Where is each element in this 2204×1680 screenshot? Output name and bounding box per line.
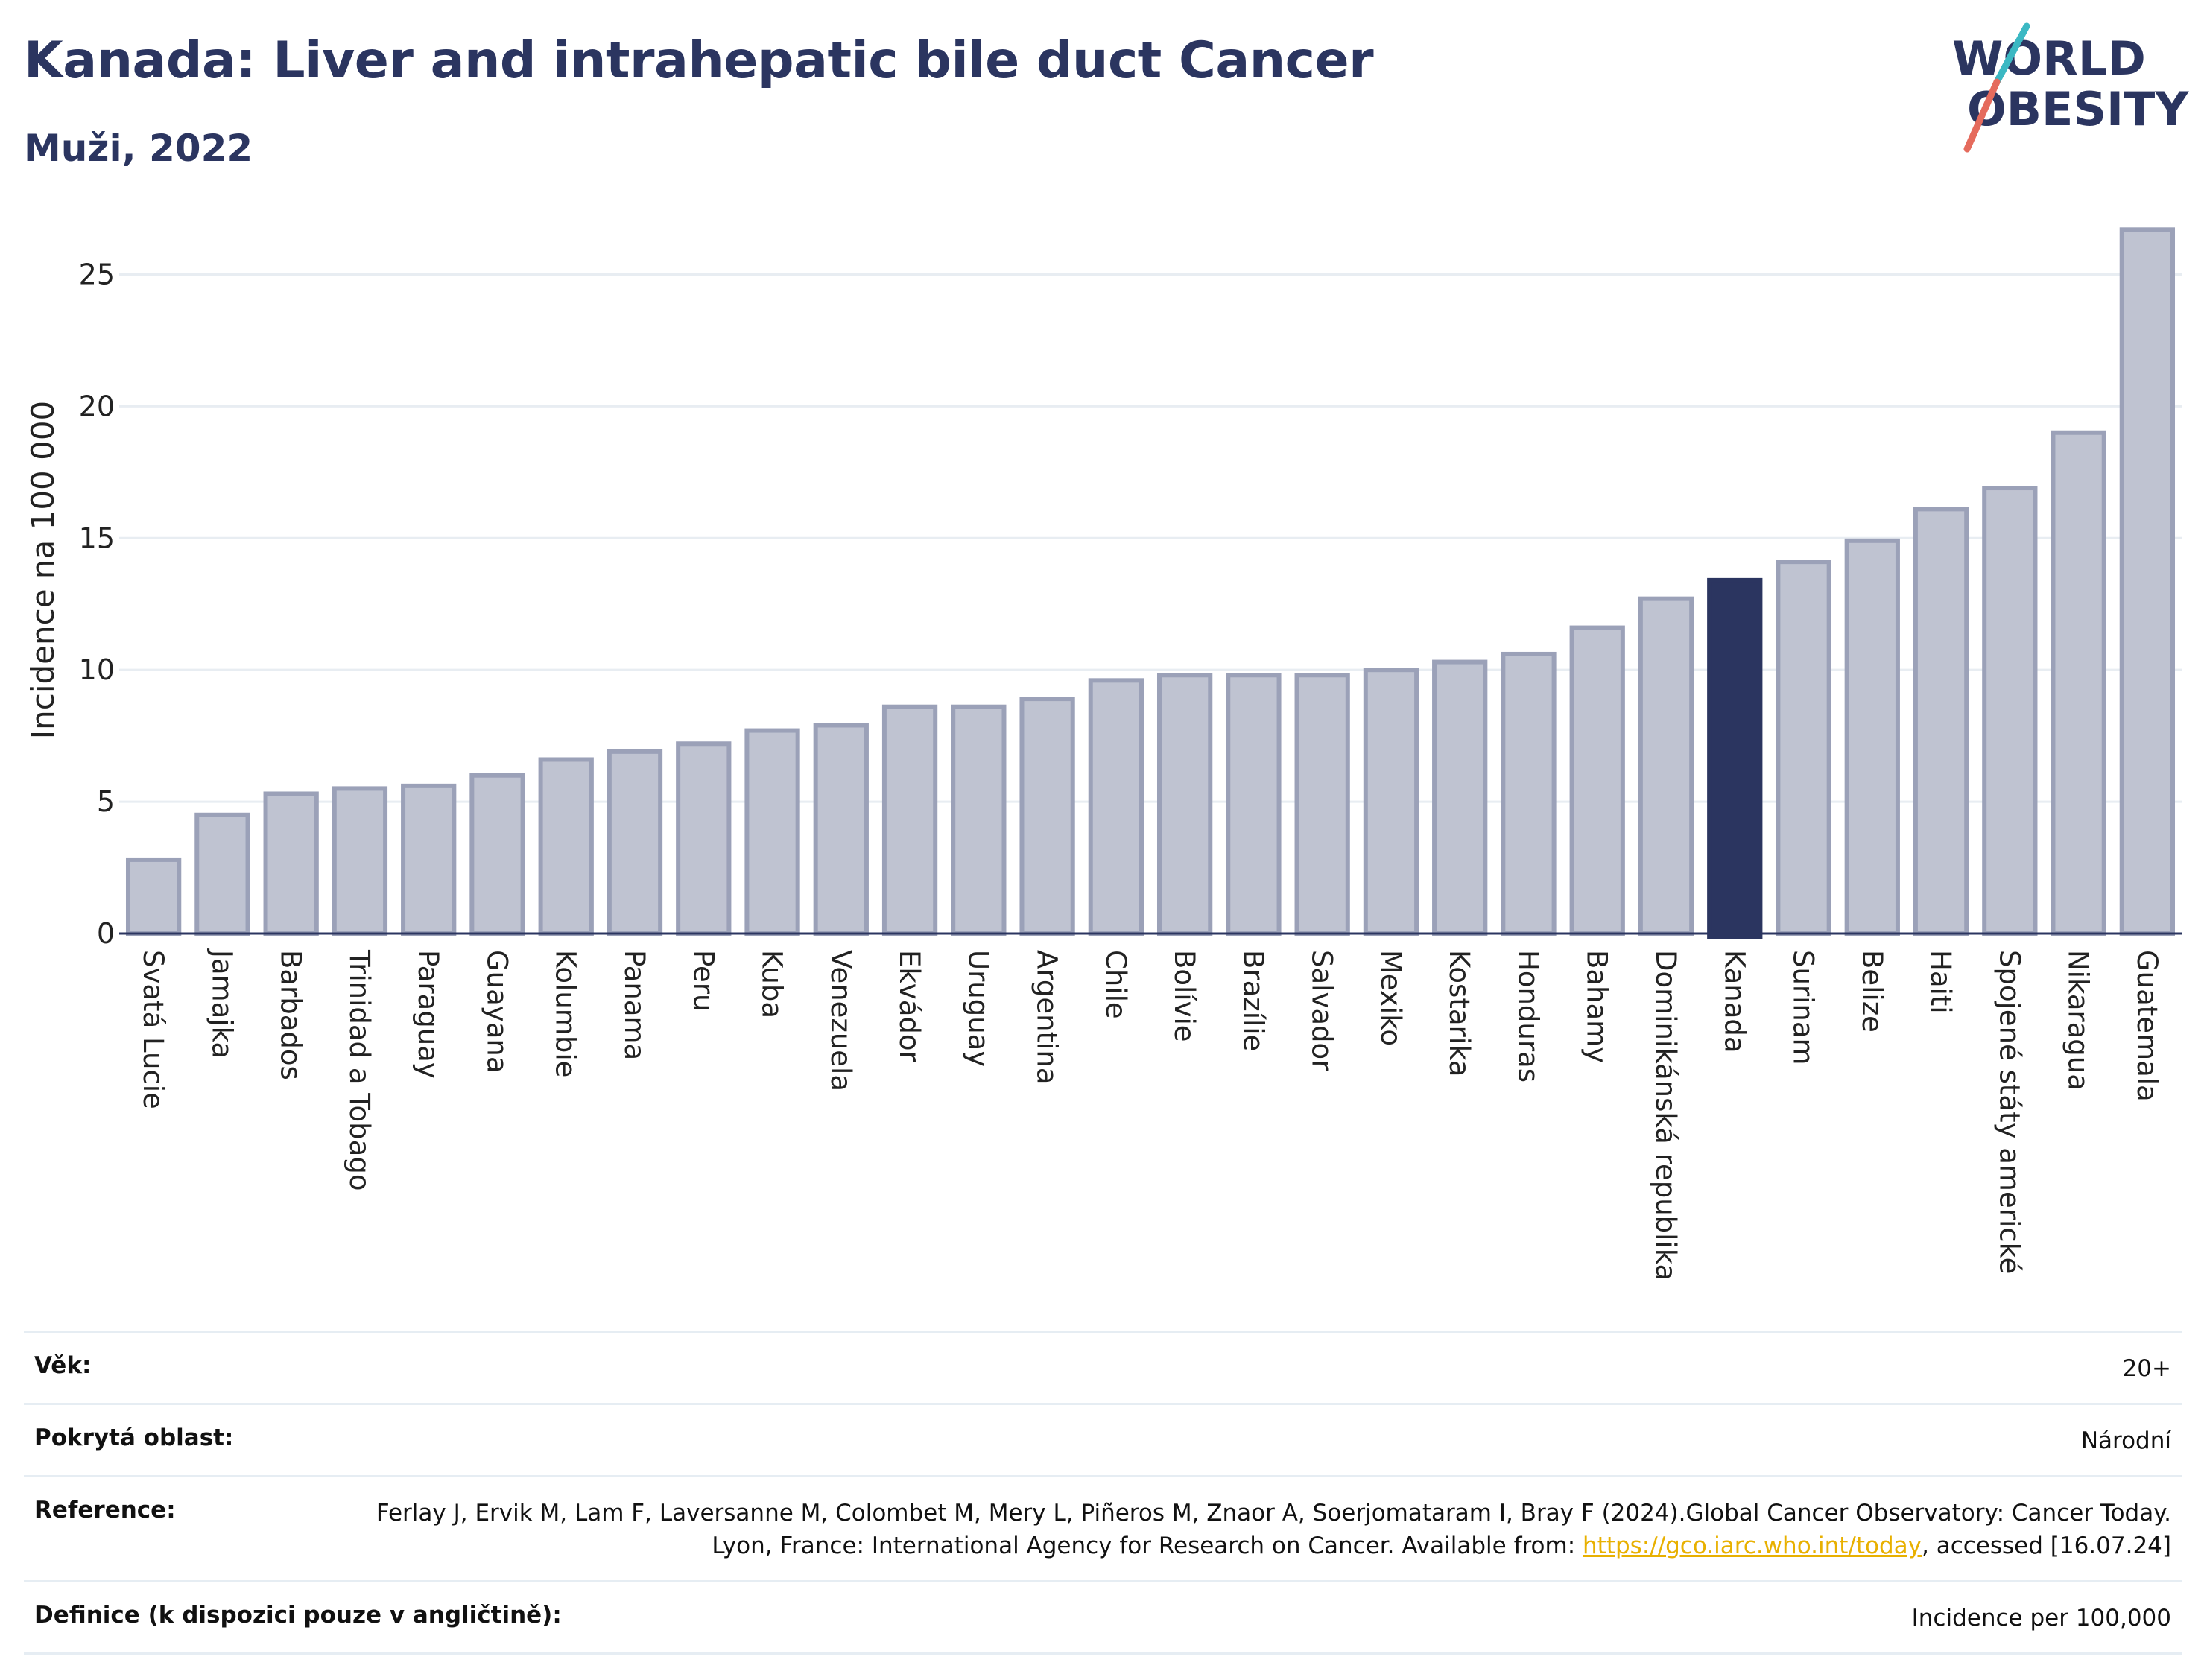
info-row-reference: Reference: Ferlay J, Ervik M, Lam F, Lav… xyxy=(24,1475,2182,1580)
x-tick-label: Guatemala xyxy=(2131,950,2163,1102)
bar-bolívie xyxy=(1156,673,1213,936)
bar-paraguay xyxy=(401,783,457,936)
x-tick-label: Salvador xyxy=(1306,950,1338,1071)
x-tick-label: Haiti xyxy=(1925,950,1957,1014)
info-value: Národní xyxy=(2080,1427,2171,1454)
y-tick-label: 20 xyxy=(79,390,115,422)
x-tick-label: Bahamy xyxy=(1581,950,1613,1063)
logo-line1: WORLD xyxy=(1952,31,2146,86)
y-tick-label: 0 xyxy=(97,917,115,950)
bar-brazílie xyxy=(1226,673,1282,936)
x-tick-label: Svatá Lucie xyxy=(137,950,169,1109)
bar-svatá-lucie xyxy=(125,857,182,936)
x-tick-label: Argentina xyxy=(1031,950,1063,1084)
x-tick-label: Mexiko xyxy=(1375,950,1407,1046)
bar-peru xyxy=(676,741,732,936)
x-tick-label: Panama xyxy=(618,950,650,1060)
page-title: Kanada: Liver and intrahepatic bile duct… xyxy=(24,31,1374,90)
world-obesity-logo: WORLD OBESITY xyxy=(1952,22,2189,153)
reference-text: Ferlay J, Ervik M, Lam F, Laversanne M, … xyxy=(376,1500,2171,1559)
info-value: 20+ xyxy=(2122,1355,2171,1382)
info-value: Ferlay J, Ervik M, Lam F, Laversanne M, … xyxy=(308,1497,2171,1562)
bar-surinam xyxy=(1776,560,1831,936)
info-table: Věk: 20+ Pokrytá oblast: Národní Referen… xyxy=(24,1331,2182,1655)
x-tick-label: Paraguay xyxy=(412,950,444,1079)
x-tick-label: Chile xyxy=(1100,950,1132,1019)
bar-ekvádor xyxy=(881,704,938,936)
x-tick-label: Uruguay xyxy=(962,950,994,1067)
x-tick-label: Kuba xyxy=(756,950,788,1018)
bar-dominikánská-republika xyxy=(1638,596,1694,936)
bar-kuba xyxy=(744,728,800,936)
x-tick-label: Kolumbie xyxy=(550,950,582,1077)
x-tick-label: Guayana xyxy=(481,950,513,1074)
x-tick-label: Honduras xyxy=(1512,950,1544,1083)
x-tick-label: Brazílie xyxy=(1237,950,1269,1051)
x-tick-label: Barbados xyxy=(275,950,307,1080)
x-tick-label: Jamajka xyxy=(206,948,238,1059)
bars xyxy=(125,227,2176,939)
info-label: Pokrytá oblast: xyxy=(34,1424,234,1451)
bar-spojené-státy-americké xyxy=(1982,486,2038,936)
info-row-definition: Definice (k dispozici pouze v angličtině… xyxy=(24,1580,2182,1655)
x-tick-label: Spojené státy americké xyxy=(1993,950,2025,1274)
page-subtitle: Muži, 2022 xyxy=(24,127,253,170)
bar-belize xyxy=(1844,538,1900,936)
bar-honduras xyxy=(1501,651,1557,936)
bar-kostarika xyxy=(1432,659,1488,936)
y-tick-label: 5 xyxy=(97,785,115,818)
bar-kanada xyxy=(1707,577,1763,939)
x-axis-labels: Svatá Lucie Jamajka Barbados Trinidad a Tob… xyxy=(137,948,2163,1281)
x-tick-label: Ekvádor xyxy=(893,950,925,1062)
x-tick-label: Dominikánská republika xyxy=(1650,950,1682,1281)
x-tick-label: Belize xyxy=(1856,950,1888,1033)
info-value: Incidence per 100,000 xyxy=(1911,1605,2171,1632)
bar-haiti xyxy=(1913,507,1969,936)
bar-trinidad-a-tobago xyxy=(332,786,388,936)
bar-salvador xyxy=(1294,673,1350,936)
bar-argentina xyxy=(1019,697,1075,936)
x-tick-label: Venezuela xyxy=(825,950,857,1091)
bar-nikaragua xyxy=(2051,430,2106,936)
reference-link[interactable]: https://gco.iarc.who.int/today xyxy=(1583,1532,1922,1559)
y-tick-label: 10 xyxy=(79,653,115,686)
info-row-coverage: Pokrytá oblast: Národní xyxy=(24,1403,2182,1475)
reference-accessed: , accessed [16.07.24] xyxy=(1921,1532,2171,1559)
logo-line2: OBESITY xyxy=(1967,82,2189,136)
x-tick-label: Trinidad a Tobago xyxy=(343,949,376,1191)
x-tick-label: Surinam xyxy=(1787,950,1820,1065)
bar-panama xyxy=(607,749,663,936)
bar-bahamy xyxy=(1569,625,1625,936)
bar-barbados xyxy=(263,791,319,936)
bar-venezuela xyxy=(813,723,869,936)
bar-mexiko xyxy=(1363,668,1419,936)
grid-lines xyxy=(119,273,2182,803)
bar-guatemala xyxy=(2119,227,2176,936)
x-tick-label: Nikaragua xyxy=(2062,950,2094,1091)
info-label: Reference: xyxy=(34,1497,176,1524)
bar-guayana xyxy=(469,773,525,936)
x-tick-label: Peru xyxy=(687,950,719,1011)
y-tick-label: 15 xyxy=(79,522,115,554)
info-row-age: Věk: 20+ xyxy=(24,1331,2182,1403)
y-tick-label: 25 xyxy=(79,258,115,291)
bar-jamajka xyxy=(194,812,250,936)
x-tick-label: Kostarika xyxy=(1443,950,1475,1077)
y-axis-label: Incidence na 100 000 xyxy=(25,401,61,740)
bar-uruguay xyxy=(951,704,1007,936)
info-label: Definice (k dispozici pouze v angličtině… xyxy=(34,1602,562,1629)
x-tick-label: Bolívie xyxy=(1168,950,1200,1042)
info-label: Věk: xyxy=(34,1352,92,1379)
x-tick-label: Kanada xyxy=(1718,950,1750,1053)
bar-kolumbie xyxy=(538,757,594,936)
bar-chile xyxy=(1088,678,1144,936)
y-axis-ticks: 0 5 10 15 20 25 xyxy=(79,258,115,950)
bar-chart: 0 5 10 15 20 25 Svatá Lucie Jamajka Barbados Tri… xyxy=(25,227,2182,1281)
